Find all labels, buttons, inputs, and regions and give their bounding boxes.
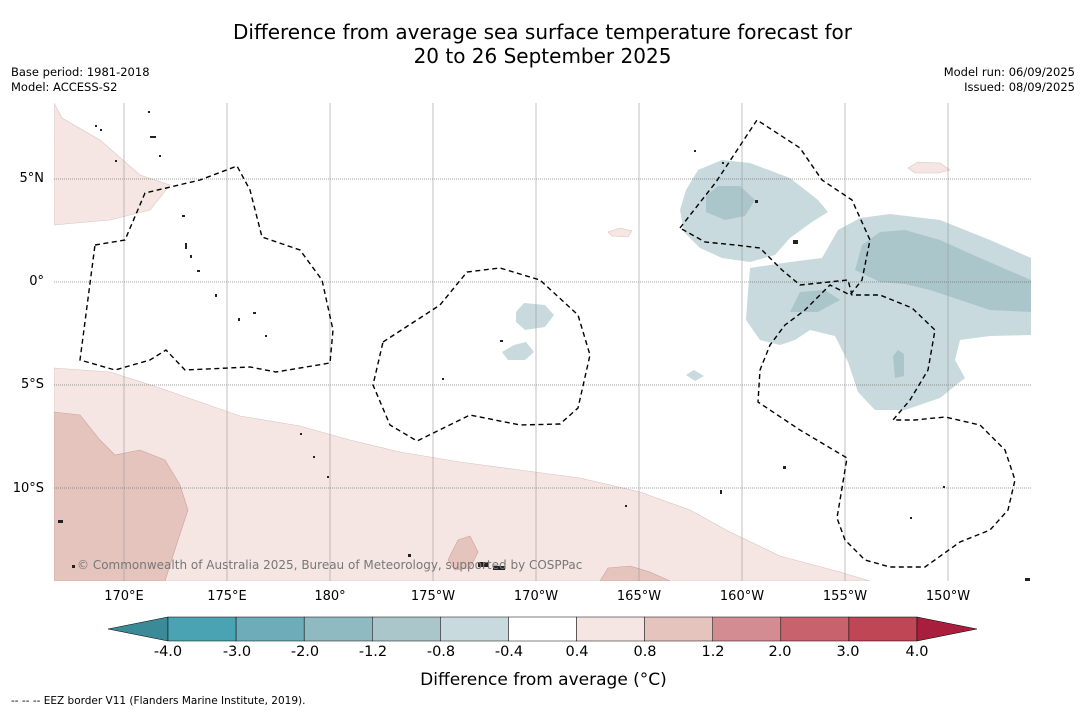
- colorbar-segments: [167, 616, 918, 642]
- lat-label-5s: 5°S: [20, 377, 44, 392]
- warmer-anomaly-west: [54, 411, 189, 581]
- colorbar-segment: [576, 616, 645, 642]
- lat-label-0: 0°: [29, 274, 44, 289]
- colorbar-segment: [303, 616, 373, 642]
- cool-anomaly-patch-1: [516, 303, 554, 330]
- lon-label-160w: 160°W: [719, 589, 765, 604]
- colorbar-max-arrow: [916, 616, 978, 642]
- title-line-1: Difference from average sea surface temp…: [232, 20, 852, 44]
- lon-label-175w: 175°W: [410, 589, 456, 604]
- cool-anomaly-north: [680, 160, 828, 262]
- cool-anomaly-patch-3: [686, 370, 704, 381]
- colorbar-segment: [440, 616, 509, 642]
- lon-label-155w: 155°W: [822, 589, 868, 604]
- colorbar-title: Difference from average (°C): [420, 670, 667, 690]
- cb-tick: -0.8: [426, 644, 456, 660]
- cooler-anomaly-2: [855, 230, 1031, 312]
- lon-label-175e: 175°E: [207, 589, 247, 604]
- cb-tick: 1.2: [701, 644, 725, 660]
- lat-label-10s: 10°S: [12, 481, 44, 496]
- anomaly-fields: [54, 103, 1031, 581]
- eez-borders: [79, 119, 1016, 568]
- title-line-2: 20 to 26 September 2025: [413, 44, 672, 68]
- eez-footnote: -- -- -- EEZ border V11 (Flanders Marine…: [11, 695, 306, 707]
- cb-tick: 3.0: [836, 644, 860, 660]
- colorbar-segment: [848, 616, 918, 642]
- warmer-anomaly-2: [447, 535, 479, 571]
- model-name: Model: ACCESS-S2: [11, 79, 118, 94]
- meta-right: Model run: 06/09/2025 Issued: 08/09/2025: [944, 65, 1075, 94]
- lon-label-150w: 150°W: [925, 589, 971, 604]
- colorbar-segment: [372, 616, 441, 642]
- warmer-anomaly-3: [599, 565, 671, 581]
- cool-anomaly-patch-2: [502, 342, 534, 360]
- cb-tick: -4.0: [153, 644, 183, 660]
- warm-anomaly-patch-2: [607, 227, 633, 238]
- cb-tick: 0.8: [633, 644, 657, 660]
- base-period: Base period: 1981-2018: [11, 65, 150, 79]
- cb-tick: 2.0: [768, 644, 792, 660]
- warm-anomaly-patch-1: [907, 161, 951, 174]
- colorbar-segment: [644, 616, 713, 642]
- colorbar-segment: [167, 616, 237, 642]
- lon-label-170e: 170°E: [104, 589, 144, 604]
- copyright-notice: © Commonwealth of Australia 2025, Bureau…: [77, 558, 583, 572]
- cooler-anomaly-3: [790, 290, 840, 312]
- colorbar-segment: [235, 616, 305, 642]
- cooler-anomaly-1: [706, 186, 755, 220]
- eez-kiribati-phoenix: [372, 267, 591, 442]
- cb-tick: -2.0: [290, 644, 320, 660]
- colorbar-segment: [712, 616, 782, 642]
- cb-tick: -1.2: [358, 644, 388, 660]
- colorbar-segment: [508, 616, 577, 642]
- cb-tick: -3.0: [222, 644, 252, 660]
- warm-anomaly-south: [54, 367, 871, 581]
- colorbar: [107, 616, 978, 642]
- cb-tick: 0.4: [565, 644, 589, 660]
- model-run: Model run: 06/09/2025: [943, 65, 1075, 79]
- colorbar-segment: [780, 616, 850, 642]
- cb-tick: 4.0: [905, 644, 929, 660]
- map-title: Difference from average sea surface temp…: [0, 20, 1085, 68]
- lat-label-5n: 5°N: [19, 171, 45, 186]
- eez-kiribati-line: [679, 119, 1016, 568]
- lon-label-170w: 170°W: [513, 589, 559, 604]
- lon-label-180: 180°: [314, 589, 346, 604]
- islands: [58, 111, 1030, 581]
- cb-tick: -0.4: [494, 644, 524, 660]
- warm-anomaly-north: [54, 103, 171, 226]
- lon-label-165w: 165°W: [616, 589, 662, 604]
- cooler-anomaly-4: [893, 350, 904, 378]
- eez-kiribati-gilbert: [79, 165, 334, 373]
- issued-date: Issued: 08/09/2025: [964, 79, 1075, 94]
- meridians: [123, 103, 949, 581]
- colorbar-min-arrow: [107, 616, 169, 642]
- meta-left: Base period: 1981-2018 Model: ACCESS-S2: [11, 65, 150, 94]
